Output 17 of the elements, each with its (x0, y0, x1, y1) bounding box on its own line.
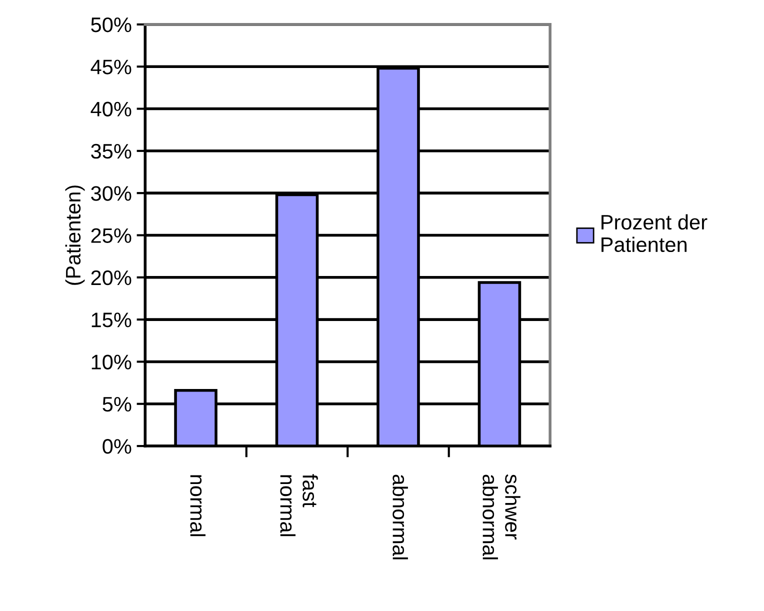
y-tick-label: 45% (90, 60, 132, 74)
y-tick-label: 25% (91, 228, 132, 243)
y-tick-label: 30% (91, 186, 132, 201)
x-tick-label: fast normal (280, 474, 318, 536)
y-tick-label: 5% (102, 396, 132, 412)
x-tick-label: schwer abnormal (482, 474, 520, 560)
y-tick-label: 15% (92, 312, 132, 328)
x-tick-label: normal (190, 475, 206, 536)
y-tick-label: 20% (91, 270, 132, 286)
x-tick-label: abnormal (392, 474, 408, 560)
y-tick-label: 35% (91, 144, 132, 159)
y-axis-title: (Patienten) (65, 186, 85, 285)
y-tick-label: 10% (92, 354, 132, 370)
y-tick-label: 40% (90, 102, 132, 117)
legend-label: Prozent der Patienten (602, 214, 708, 252)
y-tick-label: 0% (102, 439, 132, 454)
y-tick-label: 50% (91, 17, 132, 32)
